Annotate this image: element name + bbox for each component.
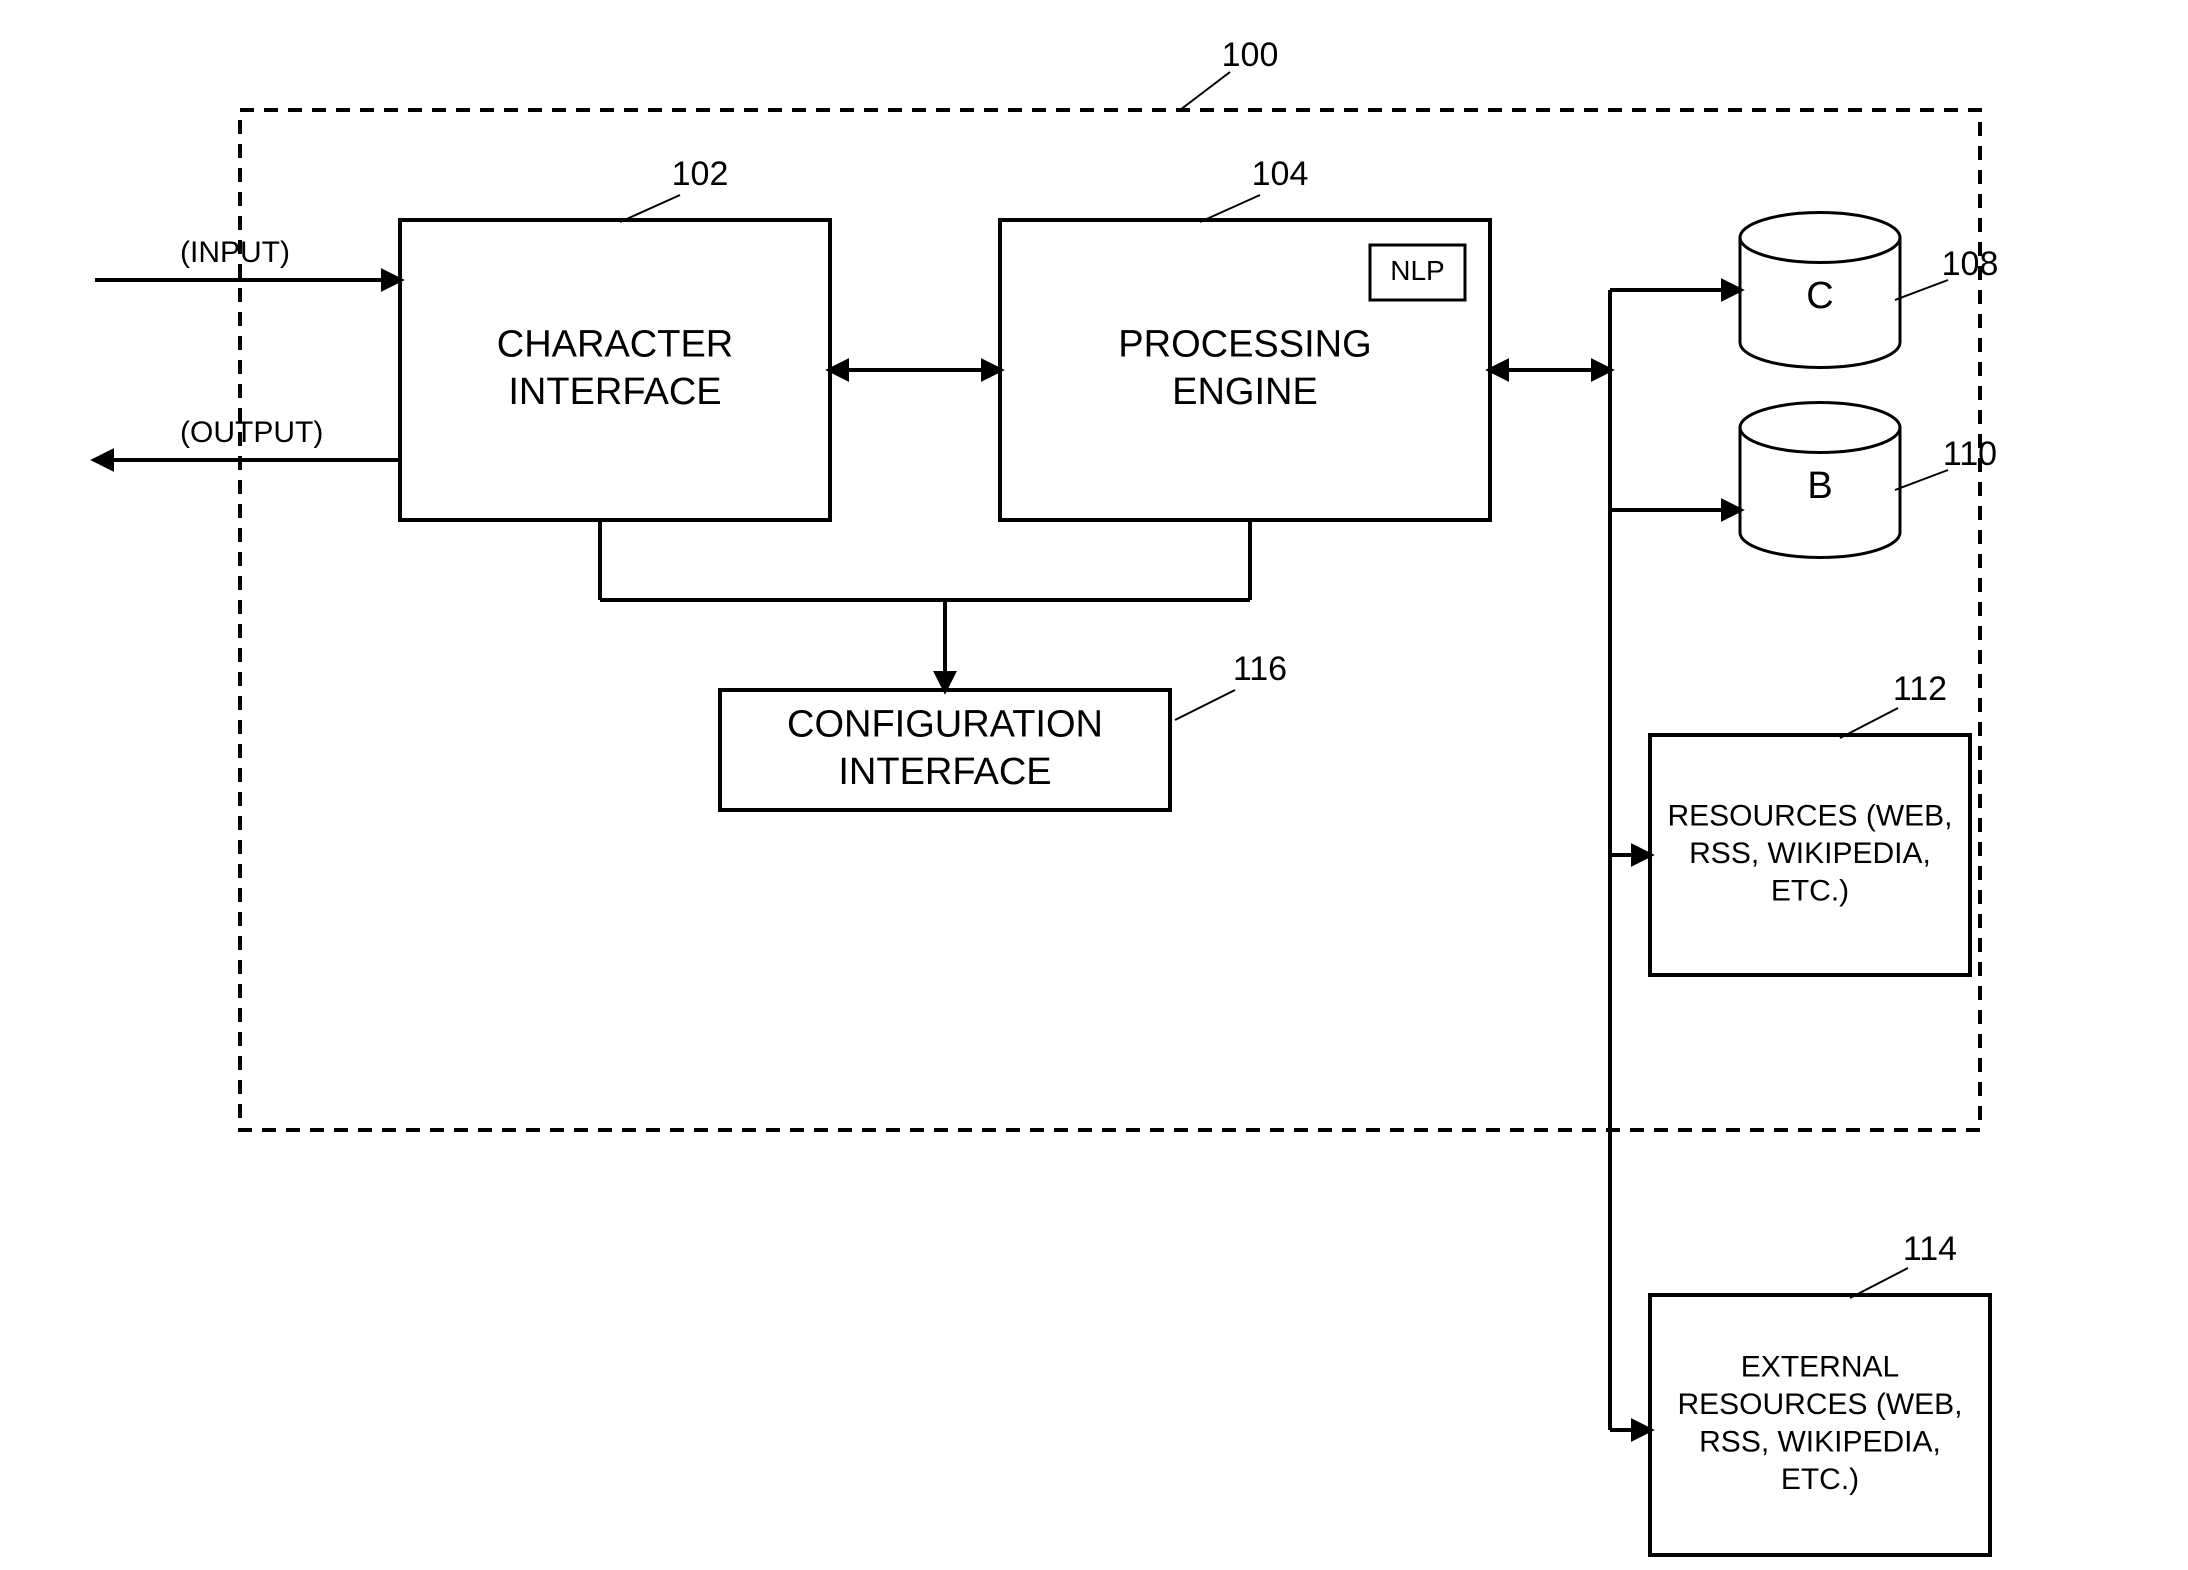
processing_engine-ref: 104: [1252, 155, 1309, 193]
external_resources-label-3: ETC.): [1781, 1463, 1859, 1496]
input-label: (INPUT): [180, 236, 290, 269]
db_b-label: B: [1807, 465, 1832, 507]
resources-label-2: ETC.): [1771, 874, 1849, 907]
config_interface-label-0: CONFIGURATION: [787, 703, 1103, 745]
external_resources-label-1: RESOURCES (WEB,: [1677, 1388, 1962, 1421]
external_resources-label-2: RSS, WIKIPEDIA,: [1699, 1426, 1941, 1459]
external_resources-label-0: EXTERNAL: [1741, 1351, 1899, 1384]
processing_engine-label-1: ENGINE: [1172, 371, 1318, 413]
char_interface-label-1: INTERFACE: [508, 371, 721, 413]
config_interface-ref: 116: [1233, 650, 1287, 688]
resources-label-1: RSS, WIKIPEDIA,: [1689, 837, 1931, 870]
resources-ref: 112: [1893, 670, 1947, 708]
config_interface-label-1: INTERFACE: [838, 751, 1051, 793]
nlp-label: NLP: [1390, 255, 1444, 286]
db_c-label: C: [1806, 275, 1833, 317]
resources-label-0: RESOURCES (WEB,: [1667, 799, 1952, 832]
db_c-ref: 108: [1942, 245, 1999, 283]
external_resources-ref: 114: [1903, 1230, 1957, 1268]
processing_engine-label-0: PROCESSING: [1118, 323, 1371, 365]
char_interface-ref: 102: [672, 155, 729, 193]
db_b-ref: 110: [1943, 435, 1997, 473]
char_interface-label-0: CHARACTER: [497, 323, 733, 365]
svg-text:100: 100: [1222, 36, 1279, 74]
output-label: (OUTPUT): [180, 416, 323, 449]
system-diagram: 100 CHARACTER INTERFACE 102 PROCESSING ENGINE…: [0, 0, 2188, 1570]
